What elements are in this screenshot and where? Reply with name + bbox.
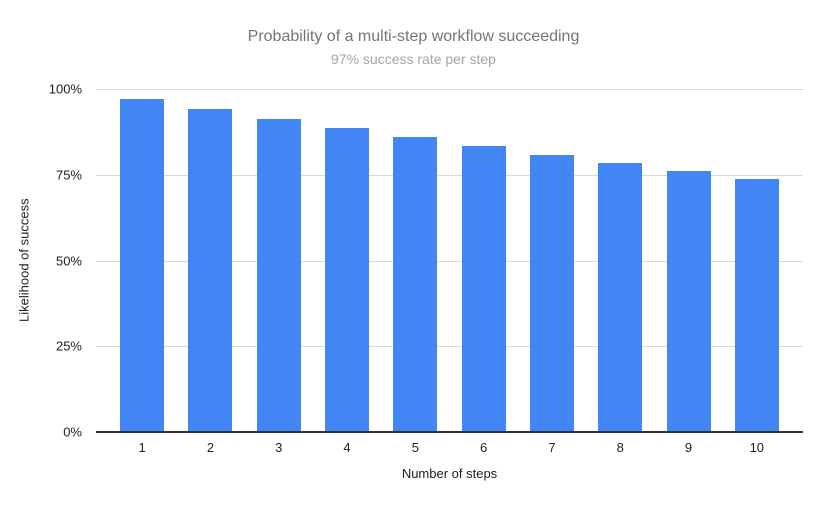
bar-step-10[interactable]	[734, 179, 779, 432]
x-tick-label: 1	[138, 440, 146, 455]
bar-step-1[interactable]	[120, 99, 165, 432]
x-tick-label: 6	[480, 440, 488, 455]
bar-slot	[586, 89, 654, 432]
x-tick-label: 7	[548, 440, 556, 455]
x-tick-label: 2	[206, 440, 215, 455]
gridline-50%	[96, 260, 803, 262]
bar-slot	[176, 89, 244, 432]
y-tick-label: 0%	[63, 424, 82, 440]
bar-slot	[518, 89, 586, 432]
x-axis-line	[96, 431, 803, 433]
plot-area	[96, 89, 803, 433]
chart-title: Probability of a multi-step workflow suc…	[247, 28, 580, 45]
bar-slot	[654, 89, 722, 432]
bar-step-5[interactable]	[393, 137, 438, 432]
bar-slot	[723, 89, 791, 432]
x-axis-tick-labels: 1 2 3 4 5 6 7 8 9 10	[108, 440, 791, 455]
chart-subtitle: 97% success rate per step	[331, 51, 496, 67]
x-tick-label: 5	[411, 440, 419, 455]
bar-slot	[245, 89, 313, 432]
bar-step-7[interactable]	[529, 154, 574, 432]
bar-slot	[313, 89, 381, 432]
x-tick-label: 3	[275, 440, 283, 455]
gridline-25%	[96, 346, 803, 348]
gridline-100%	[96, 89, 803, 90]
x-tick-label: 10	[749, 440, 765, 455]
y-tick-label: 100%	[48, 81, 82, 97]
y-tick-label: 25%	[55, 338, 82, 354]
bar-step-9[interactable]	[666, 171, 711, 432]
x-tick-label: 8	[616, 440, 624, 455]
bar-slot	[108, 89, 176, 432]
bar-step-6[interactable]	[461, 146, 506, 432]
bar-step-3[interactable]	[256, 118, 301, 432]
bar-step-8[interactable]	[598, 163, 643, 432]
y-tick-label: 50%	[55, 253, 82, 268]
bar-slot	[381, 89, 449, 432]
bars-band	[108, 89, 791, 432]
x-axis-title: Number of steps	[401, 466, 498, 481]
bar-step-4[interactable]	[325, 128, 370, 432]
x-tick-label: 9	[684, 440, 693, 455]
bar-step-2[interactable]	[188, 109, 233, 432]
bar-slot	[449, 89, 517, 432]
gridline-75%	[96, 174, 803, 176]
x-tick-label: 4	[343, 440, 351, 455]
y-axis-tick-labels: 0% 25% 50% 75% 100%	[30, 83, 89, 439]
y-tick-label: 75%	[55, 167, 82, 183]
